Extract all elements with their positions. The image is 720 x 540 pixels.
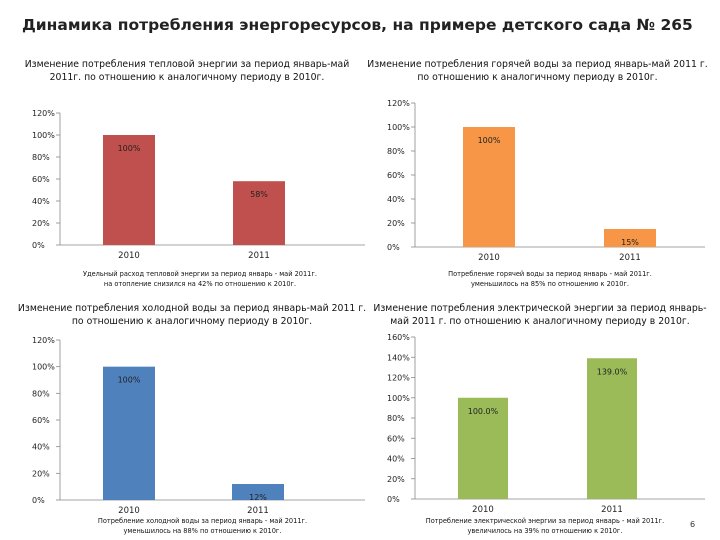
y-tick-label: 100% [32,363,55,372]
bar [232,484,284,500]
chart-title: Изменение потребления электрической энер… [373,303,707,327]
chart-title: Изменение потребления холодной воды за п… [17,303,367,327]
data-label: 58% [250,190,268,199]
note-line: Удельный расход тепловой энергии за пери… [83,270,317,278]
y-tick-label: 0% [387,243,400,252]
y-tick-label: 0% [387,495,400,504]
chart-note: Удельный расход тепловой энергии за пери… [40,269,360,289]
y-tick-label: 0% [32,241,45,250]
y-tick-label: 20% [32,219,50,228]
bar [458,397,508,499]
note-line: на отопление снизился на 42% по отношени… [103,280,297,288]
page-number: 6 [690,520,696,529]
x-tick-label: 2010 [118,506,140,515]
y-tick-label: 20% [387,219,405,228]
y-tick-label: 100% [387,123,410,132]
y-tick-label: 80% [32,389,50,398]
bar [103,135,155,245]
note-line: Потребление горячей воды за период январ… [448,270,652,278]
heat-energy-chart: 0% 20% 40% 60% 80% 100% 120% 100% 2010 58% 2011 [32,109,365,261]
note-line: уменьшилось на 85% по отношению к 2010г. [471,280,629,288]
data-label: 100% [118,376,141,385]
electric-energy-chart: 0% 20% 40% 60% 80% 100% 120% 140% 160% 100.0% 2010… [387,333,705,515]
x-tick-label: 2011 [601,505,623,515]
y-tick-label: 140% [387,353,410,362]
y-tick-label: 40% [32,443,50,452]
x-tick-label: 2011 [247,506,269,515]
hot-water-chart: 0% 20% 40% 60% 80% 100% 120% 100% 2010 15% 2011 [387,99,705,263]
chart-title: Изменение потребления тепловой энергии з… [24,59,350,83]
y-tick-label: 60% [32,416,50,425]
y-tick-label: 120% [387,374,410,383]
note-line: Потребление холодной воды за период янва… [97,517,308,525]
data-label: 139.0% [597,367,628,376]
x-tick-label: 2010 [118,251,140,261]
y-tick-label: 80% [387,414,405,423]
data-label: 100% [478,136,501,145]
x-tick-label: 2011 [619,253,641,263]
y-tick-label: 160% [387,333,410,342]
data-label: 100.0% [468,407,499,416]
note-line: уменьшилось на 88% по отношению к 2010г. [123,527,282,535]
note-line: увеличилось на 39% по отношению к 2010г. [467,527,623,535]
chart-note: Потребление холодной воды за период янва… [60,516,345,536]
y-tick-label: 40% [387,195,405,204]
y-tick-label: 20% [387,475,405,484]
y-tick-label: 120% [387,99,410,108]
cold-water-chart: 0% 20% 40% 60% 80% 100% 120% 100% 2010 12% 2011 [32,336,365,515]
y-tick-label: 60% [32,175,50,184]
x-tick-label: 2010 [478,253,500,263]
y-tick-label: 120% [32,336,55,345]
bar [463,127,515,247]
chart-title: Изменение потребления горячей воды за пе… [367,59,708,83]
x-tick-label: 2010 [472,505,494,515]
y-tick-label: 40% [32,197,50,206]
y-tick-label: 60% [387,171,405,180]
page-title: Динамика потребления энергоресурсов, на … [22,16,693,34]
note-line: Потребление электрической энергии за пер… [425,517,665,525]
y-tick-label: 0% [32,496,45,505]
y-tick-label: 60% [387,434,405,443]
y-tick-label: 80% [32,153,50,162]
data-label: 12% [249,493,267,502]
data-label: 100% [118,144,141,153]
x-tick-label: 2011 [248,251,270,261]
bar [587,358,637,499]
y-tick-label: 120% [32,109,55,118]
y-tick-label: 100% [387,394,410,403]
bar [604,229,656,247]
chart-note: Потребление горячей воды за период январ… [400,269,700,289]
bar [103,366,155,500]
y-tick-label: 40% [387,455,405,464]
y-tick-label: 80% [387,147,405,156]
data-label: 15% [621,238,639,247]
bar [233,181,285,245]
y-tick-label: 100% [32,131,55,140]
y-tick-label: 20% [32,469,50,478]
chart-note: Потребление электрической энергии за пер… [395,516,695,536]
